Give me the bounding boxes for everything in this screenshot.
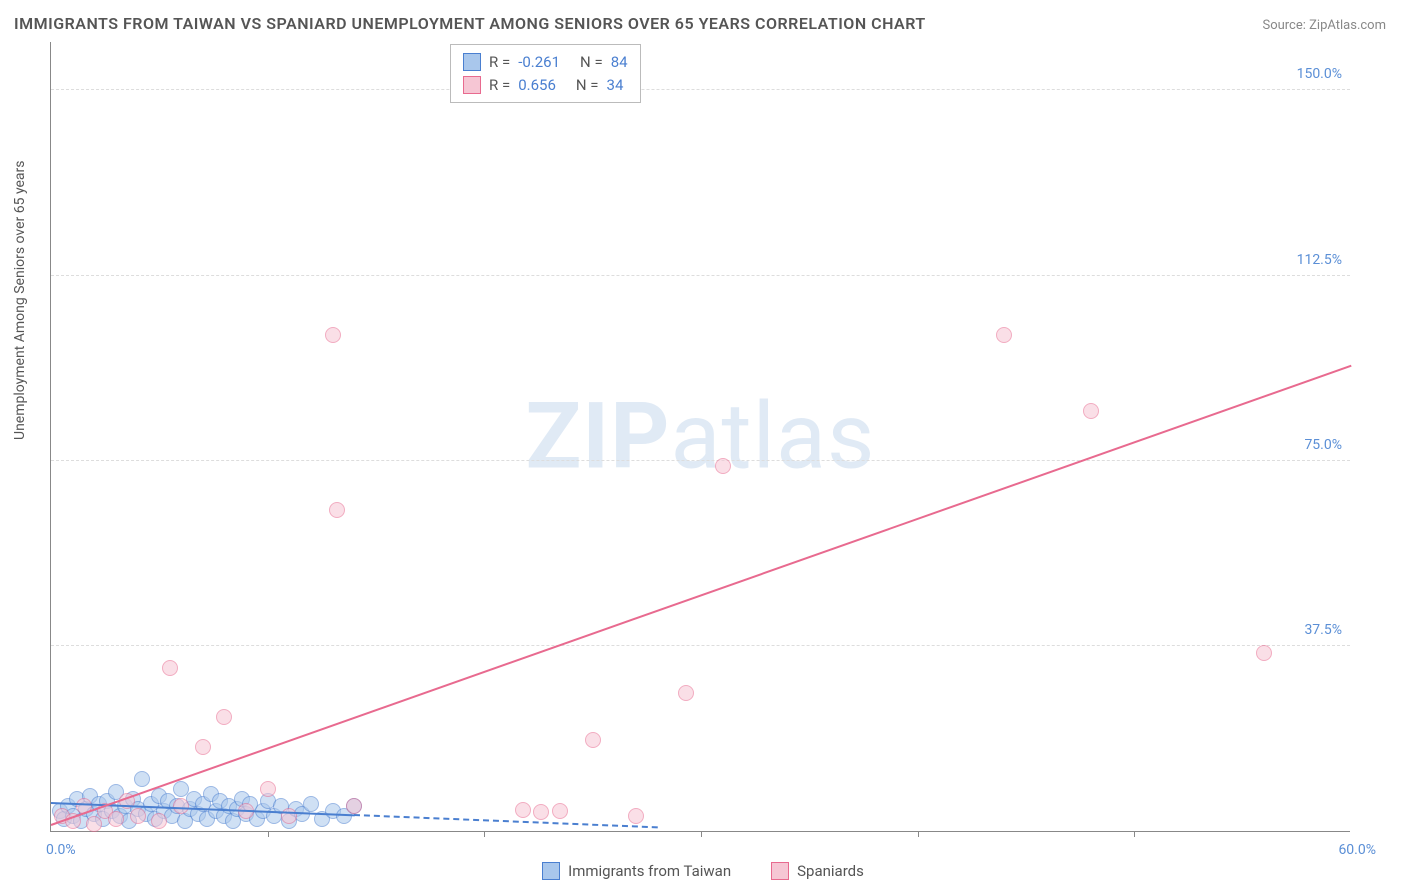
data-point: [996, 327, 1012, 343]
watermark: ZIPatlas: [525, 383, 875, 490]
data-point: [216, 709, 232, 725]
source-attribution: Source: ZipAtlas.com: [1262, 18, 1386, 33]
y-tick-label: 37.5%: [1304, 622, 1342, 638]
legend-swatch: [463, 53, 481, 71]
y-tick-label: 112.5%: [1297, 252, 1342, 268]
data-point: [134, 771, 150, 787]
legend-label: Immigrants from Taiwan: [568, 862, 731, 880]
legend-n-label: N =: [580, 51, 603, 74]
legend-item: Immigrants from Taiwan: [542, 862, 731, 880]
x-tick-mark: [918, 831, 919, 837]
legend-n-value: 84: [611, 51, 628, 74]
plot-area: ZIPatlas 37.5% 75.0% 112.5% 150.0%: [50, 42, 1350, 832]
y-tick-label: 150.0%: [1297, 66, 1342, 82]
legend-label: Spaniards: [797, 862, 864, 880]
legend-stats: R = -0.261 N = 84 R = 0.656 N = 34: [450, 44, 641, 103]
legend-r-label: R =: [489, 74, 510, 97]
y-tick-label: 75.0%: [1304, 437, 1342, 453]
gridline-h: [51, 645, 1350, 646]
data-point: [329, 502, 345, 518]
data-point: [515, 802, 531, 818]
legend-swatch: [542, 862, 560, 880]
legend-swatch: [463, 76, 481, 94]
data-point: [260, 781, 276, 797]
trend-line: [354, 814, 657, 828]
legend-n-value: 34: [607, 74, 624, 97]
x-tick-mark: [268, 831, 269, 837]
legend-stat-row: R = -0.261 N = 84: [463, 51, 628, 74]
gridline-h: [51, 460, 1350, 461]
gridline-h: [51, 275, 1350, 276]
data-point: [628, 808, 644, 824]
data-point: [195, 739, 211, 755]
legend-stat-row: R = 0.656 N = 34: [463, 74, 628, 97]
legend-r-value: -0.261: [518, 51, 560, 74]
data-point: [552, 803, 568, 819]
x-axis-min: 0.0%: [46, 842, 76, 858]
data-point: [346, 798, 362, 814]
legend-r-label: R =: [489, 51, 510, 74]
legend-swatch: [771, 862, 789, 880]
data-point: [162, 660, 178, 676]
data-point: [533, 804, 549, 820]
data-point: [325, 327, 341, 343]
data-point: [108, 811, 124, 827]
legend-item: Spaniards: [771, 862, 864, 880]
chart-title: IMMIGRANTS FROM TAIWAN VS SPANIARD UNEMP…: [14, 14, 926, 33]
x-axis-max: 60.0%: [1338, 842, 1376, 858]
data-point: [1256, 645, 1272, 661]
x-tick-mark: [701, 831, 702, 837]
data-point: [151, 813, 167, 829]
legend-r-value: 0.656: [518, 74, 556, 97]
data-point: [303, 796, 319, 812]
x-tick-mark: [484, 831, 485, 837]
data-point: [715, 458, 731, 474]
legend-n-label: N =: [576, 74, 599, 97]
gridline-h: [51, 89, 1350, 90]
x-tick-mark: [1134, 831, 1135, 837]
legend-bottom: Immigrants from Taiwan Spaniards: [0, 862, 1406, 880]
trend-line: [51, 365, 1352, 826]
data-point: [585, 732, 601, 748]
data-point: [130, 808, 146, 824]
y-axis-label: Unemployment Among Seniors over 65 years: [12, 161, 28, 441]
data-point: [1083, 403, 1099, 419]
data-point: [678, 685, 694, 701]
